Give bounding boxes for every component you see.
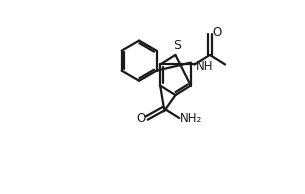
Text: S: S <box>173 39 181 52</box>
Text: NH: NH <box>196 60 213 73</box>
Text: O: O <box>213 26 222 39</box>
Text: O: O <box>137 113 146 126</box>
Text: NH₂: NH₂ <box>180 112 203 125</box>
